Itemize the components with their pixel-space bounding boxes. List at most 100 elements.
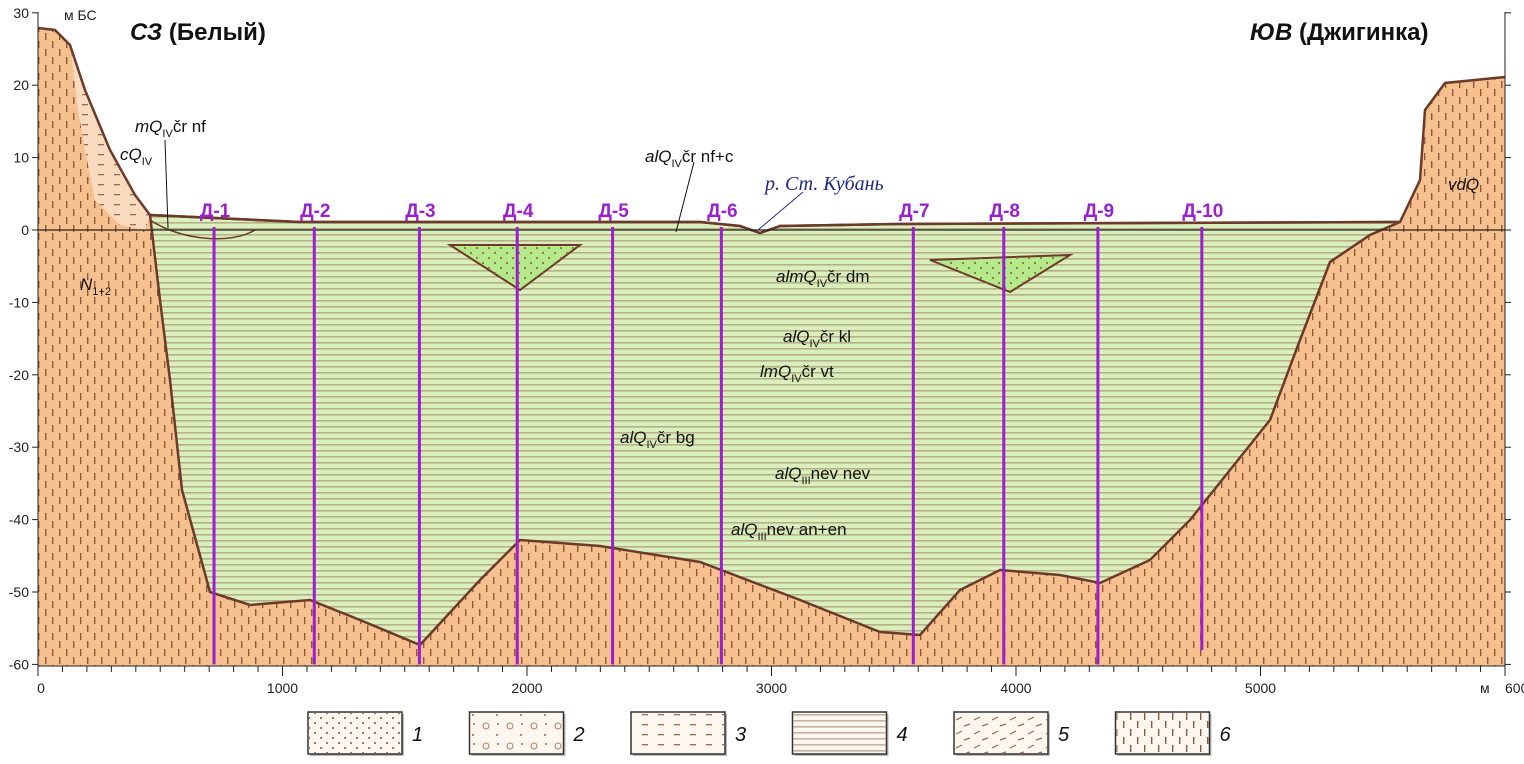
unit-symbol: Q (744, 520, 757, 539)
unit-symbol: Q (1466, 175, 1479, 194)
x-tick-label: 6000 (1505, 680, 1524, 696)
unit-prefix: al (783, 327, 797, 346)
legend-number: 3 (735, 724, 746, 746)
unit-suffix: čr dm (827, 267, 870, 286)
x-tick-label: 2000 (511, 680, 542, 696)
unit-label-dm: almQIVčr dm (776, 267, 870, 290)
y-tick-label: -30 (9, 439, 29, 455)
y-tick-label: 20 (13, 77, 29, 93)
unit-symbol: Q (796, 327, 809, 346)
unit-subscript: IV (142, 156, 153, 168)
unit-symbol: Q (778, 362, 791, 381)
green-lens-pattern (450, 245, 580, 290)
unit-subscript: IV (671, 158, 682, 170)
borehole-label: Д-2 (300, 201, 330, 222)
x-unit-label: м (1480, 680, 1490, 696)
borehole-label: Д-10 (1182, 201, 1223, 222)
place-left: (Белый) (169, 19, 266, 46)
unit-suffix: nev nev (811, 464, 871, 483)
x-tick-label: 1000 (267, 680, 298, 696)
y-tick-label: -60 (9, 656, 29, 672)
unit-label-nev: alQIIInev nev (775, 464, 871, 487)
unit-label-nfc: alQIVčr nf+c (645, 147, 734, 170)
legend-number: 1 (412, 724, 423, 746)
unit-subscript: IV (809, 338, 820, 350)
y-unit-label: м БС (64, 7, 97, 23)
unit-suffix: čr nf (173, 117, 206, 136)
legend-pattern (955, 713, 1047, 753)
unit-suffix: čr vt (802, 362, 834, 381)
unit-suffix: nev an+en (767, 520, 847, 539)
mnf-lens-boundary (150, 219, 256, 240)
green-lens-pattern (930, 255, 1070, 292)
borehole-label: Д-8 (990, 201, 1020, 222)
borehole-label: Д-5 (598, 201, 629, 222)
unit-symbol: Q (633, 428, 646, 447)
ground-surface (37, 26, 1506, 235)
unit-subscript: IV (162, 128, 173, 140)
unit-prefix: alm (776, 267, 803, 286)
unit-subscript: IV (791, 373, 802, 385)
y-tick-label: 0 (21, 222, 29, 238)
unit-suffix: čr kl (820, 327, 851, 346)
unit-subscript: IV (646, 439, 657, 451)
unit-label-mnf: mQIVčr nf (135, 117, 206, 140)
title-left: СЗ (Белый) (130, 19, 266, 46)
borehole-label: Д-1 (200, 201, 231, 222)
y-tick-label: -50 (9, 584, 29, 600)
y-tick-label: 10 (13, 150, 29, 166)
unit-label-kl: alQIVčr kl (783, 327, 851, 350)
legend-pattern (470, 713, 563, 753)
unit-subscript: III (801, 475, 810, 487)
unit-suffix: čr nf+c (682, 147, 734, 166)
unit-prefix: al (731, 520, 745, 539)
legend-pattern (632, 713, 724, 753)
direction-left: СЗ (130, 19, 162, 46)
y-tick-label: -40 (9, 512, 29, 528)
unit-label-bg: alQIVčr bg (620, 428, 695, 451)
unit-label-cQ: cQIV (120, 145, 153, 168)
unit-symbol: Q (149, 117, 162, 136)
unit-subscript: 1+2 (92, 286, 111, 298)
unit-prefix: c (120, 145, 129, 164)
direction-right: ЮВ (1250, 19, 1292, 46)
river-leader (757, 191, 804, 231)
borehole-label: Д-4 (503, 201, 534, 222)
borehole-label: Д-3 (405, 201, 435, 222)
y-tick-label: -10 (9, 294, 29, 310)
x-tick-label: 3000 (756, 680, 787, 696)
borehole-label: Д-7 (899, 201, 929, 222)
unit-label-N: N1+2 (80, 275, 111, 298)
legend-number: 5 (1058, 724, 1070, 746)
legend-number: 2 (573, 724, 585, 746)
unit-prefix: m (135, 117, 149, 136)
unit-prefix: vd (1448, 175, 1467, 194)
unit-prefix: al (775, 464, 789, 483)
legend-number: 4 (897, 724, 908, 746)
title-right: ЮВ (Джигинка) (1250, 19, 1428, 46)
unit-prefix: al (645, 147, 659, 166)
river-label: р. Ст. Кубань (763, 173, 884, 195)
legend-pattern (309, 713, 401, 753)
unit-prefix: al (620, 428, 634, 447)
x-tick-label: 0 (37, 680, 45, 696)
unit-symbol: Q (803, 267, 816, 286)
unit-symbol: N (80, 275, 93, 294)
legend-pattern (793, 713, 886, 753)
unit-prefix: lm (760, 362, 778, 381)
unit-subscript: III (757, 531, 766, 543)
unit-label-vdQ: vdQ (1448, 175, 1479, 194)
x-tick-label: 4000 (1000, 680, 1031, 696)
layer-nfc-pattern (150, 215, 1400, 645)
mnf-leader (164, 139, 169, 229)
x-tick-label: 5000 (1245, 680, 1276, 696)
place-right: (Джигинка) (1299, 19, 1428, 46)
borehole-label: Д-6 (707, 201, 737, 222)
y-tick-label: 30 (13, 5, 29, 21)
unit-label-anen: alQIIInev an+en (731, 520, 847, 543)
legend-number: 6 (1220, 724, 1232, 746)
colluvium-pattern (70, 45, 150, 230)
unit-suffix: čr bg (657, 428, 695, 447)
borehole-label: Д-9 (1084, 201, 1114, 222)
y-tick-label: -20 (9, 367, 29, 383)
